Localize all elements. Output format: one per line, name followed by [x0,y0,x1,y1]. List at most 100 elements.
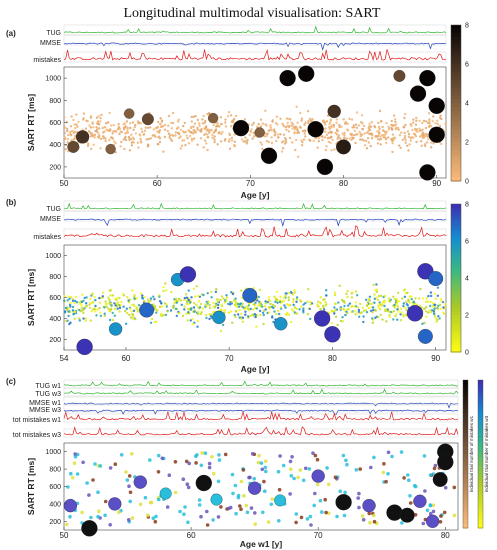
trial-marker [398,144,401,147]
trial-marker [202,293,205,297]
trial-marker [375,290,378,294]
trial-marker [257,122,260,126]
trial-marker [418,127,421,130]
trial-marker [160,119,164,122]
trial-marker [206,127,209,131]
trial-marker [400,307,403,310]
trial-marker [357,505,361,510]
trial-marker [130,133,133,136]
trial-marker [113,462,118,467]
trial-marker [234,300,237,303]
trial-marker [130,452,134,456]
trial-marker [341,453,346,458]
trial-marker [288,459,293,464]
trial-marker [240,312,243,315]
trial-marker [435,320,438,323]
trial-marker [143,129,147,132]
trial-marker [99,147,102,150]
trial-marker [401,138,404,142]
plot-area [63,66,447,179]
trial-marker [331,138,334,141]
trial-marker [141,294,144,297]
trial-marker [108,523,112,527]
trial-marker [123,147,126,151]
trial-marker [358,130,361,134]
x-tick-label: 80 [441,531,450,540]
trial-marker [94,310,97,313]
trial-marker [413,484,418,489]
trial-marker [223,452,228,457]
trial-marker [98,464,103,468]
colorbar-step [451,237,461,242]
trial-marker [301,129,305,133]
trial-marker [245,142,248,145]
trial-marker [298,468,303,472]
trial-marker [440,142,443,146]
colorbar-step [478,392,483,397]
trial-marker [388,315,391,319]
data-point [417,328,433,344]
colorbar-tick-label: 8 [465,23,469,30]
trial-marker [438,520,443,524]
trial-marker [439,114,442,117]
trial-marker [276,469,281,474]
colorbar-step [451,326,461,331]
trial-marker [367,306,371,310]
trial-marker [199,312,202,316]
colorbar-label: individual trial number of mistakes w1 [469,415,474,492]
colorbar-step [451,71,461,77]
figure-title: Longitudinal multimodal visualisation: S… [124,6,381,21]
trial-marker [422,119,426,123]
trial-marker [260,143,264,146]
trial-marker [383,301,386,304]
trial-marker [158,137,162,140]
trial-marker [370,137,374,140]
trial-marker [111,318,115,322]
colorbar-step [451,122,461,127]
colorbar-step [463,507,468,513]
trial-marker [207,461,212,466]
colorbar-step [451,83,461,88]
trial-marker [318,498,323,503]
colorbar-step [478,421,483,426]
colorbar-step [463,503,468,508]
trial-marker [286,121,289,125]
trial-marker [393,306,396,309]
trial-marker [400,311,403,314]
trial-marker [111,136,114,140]
trial-marker [267,140,271,144]
trial-marker [131,136,135,139]
trial-marker [207,465,212,470]
trial-marker [350,138,353,142]
trial-marker [126,126,129,129]
trial-marker [229,310,233,313]
trial-marker [169,309,173,312]
trial-marker [411,128,414,132]
trial-marker [175,314,178,318]
data-point [195,474,212,492]
trial-marker [211,471,216,476]
trial-marker [199,137,203,140]
colorbar-tick-label: 4 [465,276,469,283]
trial-marker [308,117,312,121]
panel-label: (a) [6,29,16,38]
colorbar-step [463,417,468,422]
trial-marker [397,128,400,131]
trial-marker [434,297,438,300]
trial-marker [126,296,129,299]
trial-marker [118,296,121,300]
trial-marker [269,502,274,507]
trial-marker [354,141,357,145]
trial-marker [208,112,211,115]
trial-marker [82,117,85,120]
colorbar-step [451,138,461,143]
trial-marker [136,141,139,144]
trial-marker [133,305,136,308]
colorbar-step [463,454,468,459]
trial-marker [410,295,413,298]
trial-marker [256,299,259,302]
trial-marker [285,128,288,132]
x-tick-label: 80 [339,179,348,188]
colorbar-step [451,266,461,272]
trial-marker [91,478,95,482]
